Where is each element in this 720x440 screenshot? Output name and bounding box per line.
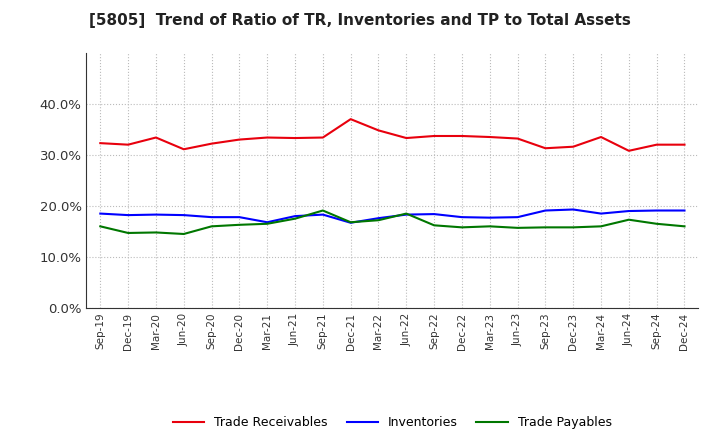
Trade Receivables [624, 148, 633, 154]
Inventories [152, 212, 161, 217]
Trade Receivables [179, 147, 188, 152]
Inventories [485, 215, 494, 220]
Inventories [207, 215, 216, 220]
Inventories [430, 212, 438, 217]
Trade Payables [291, 216, 300, 221]
Inventories [291, 213, 300, 219]
Inventories [402, 212, 410, 217]
Trade Payables [263, 221, 271, 227]
Trade Receivables [291, 136, 300, 141]
Trade Payables [652, 221, 661, 227]
Legend: Trade Receivables, Inventories, Trade Payables: Trade Receivables, Inventories, Trade Pa… [168, 411, 617, 434]
Inventories [235, 215, 243, 220]
Inventories [374, 216, 383, 221]
Inventories [624, 209, 633, 214]
Inventories [263, 220, 271, 225]
Trade Payables [485, 224, 494, 229]
Trade Receivables [235, 137, 243, 142]
Trade Payables [96, 224, 104, 229]
Trade Receivables [124, 142, 132, 147]
Inventories [458, 215, 467, 220]
Inventories [652, 208, 661, 213]
Inventories [318, 212, 327, 217]
Trade Payables [124, 230, 132, 235]
Trade Receivables [207, 141, 216, 146]
Trade Receivables [513, 136, 522, 141]
Line: Inventories: Inventories [100, 209, 685, 223]
Trade Payables [235, 222, 243, 227]
Trade Receivables [430, 133, 438, 139]
Trade Receivables [318, 135, 327, 140]
Trade Receivables [346, 117, 355, 122]
Trade Payables [680, 224, 689, 229]
Trade Receivables [652, 142, 661, 147]
Trade Payables [207, 224, 216, 229]
Trade Payables [624, 217, 633, 222]
Trade Payables [458, 225, 467, 230]
Line: Trade Payables: Trade Payables [100, 210, 685, 234]
Inventories [346, 220, 355, 225]
Trade Receivables [485, 134, 494, 139]
Trade Receivables [402, 136, 410, 141]
Inventories [179, 213, 188, 218]
Trade Payables [402, 211, 410, 216]
Trade Payables [179, 231, 188, 237]
Trade Receivables [458, 133, 467, 139]
Inventories [124, 213, 132, 218]
Trade Receivables [152, 135, 161, 140]
Inventories [513, 215, 522, 220]
Trade Payables [513, 225, 522, 231]
Inventories [541, 208, 550, 213]
Trade Receivables [263, 135, 271, 140]
Text: [5805]  Trend of Ratio of TR, Inventories and TP to Total Assets: [5805] Trend of Ratio of TR, Inventories… [89, 13, 631, 28]
Inventories [597, 211, 606, 216]
Trade Receivables [374, 128, 383, 133]
Trade Payables [597, 224, 606, 229]
Trade Receivables [680, 142, 689, 147]
Inventories [569, 207, 577, 212]
Trade Receivables [597, 134, 606, 139]
Trade Payables [152, 230, 161, 235]
Trade Payables [430, 223, 438, 228]
Trade Receivables [96, 140, 104, 146]
Trade Receivables [569, 144, 577, 149]
Trade Receivables [541, 146, 550, 151]
Inventories [680, 208, 689, 213]
Inventories [96, 211, 104, 216]
Line: Trade Receivables: Trade Receivables [100, 119, 685, 151]
Trade Payables [541, 225, 550, 230]
Trade Payables [318, 208, 327, 213]
Trade Payables [346, 220, 355, 225]
Trade Payables [569, 225, 577, 230]
Trade Payables [374, 217, 383, 223]
